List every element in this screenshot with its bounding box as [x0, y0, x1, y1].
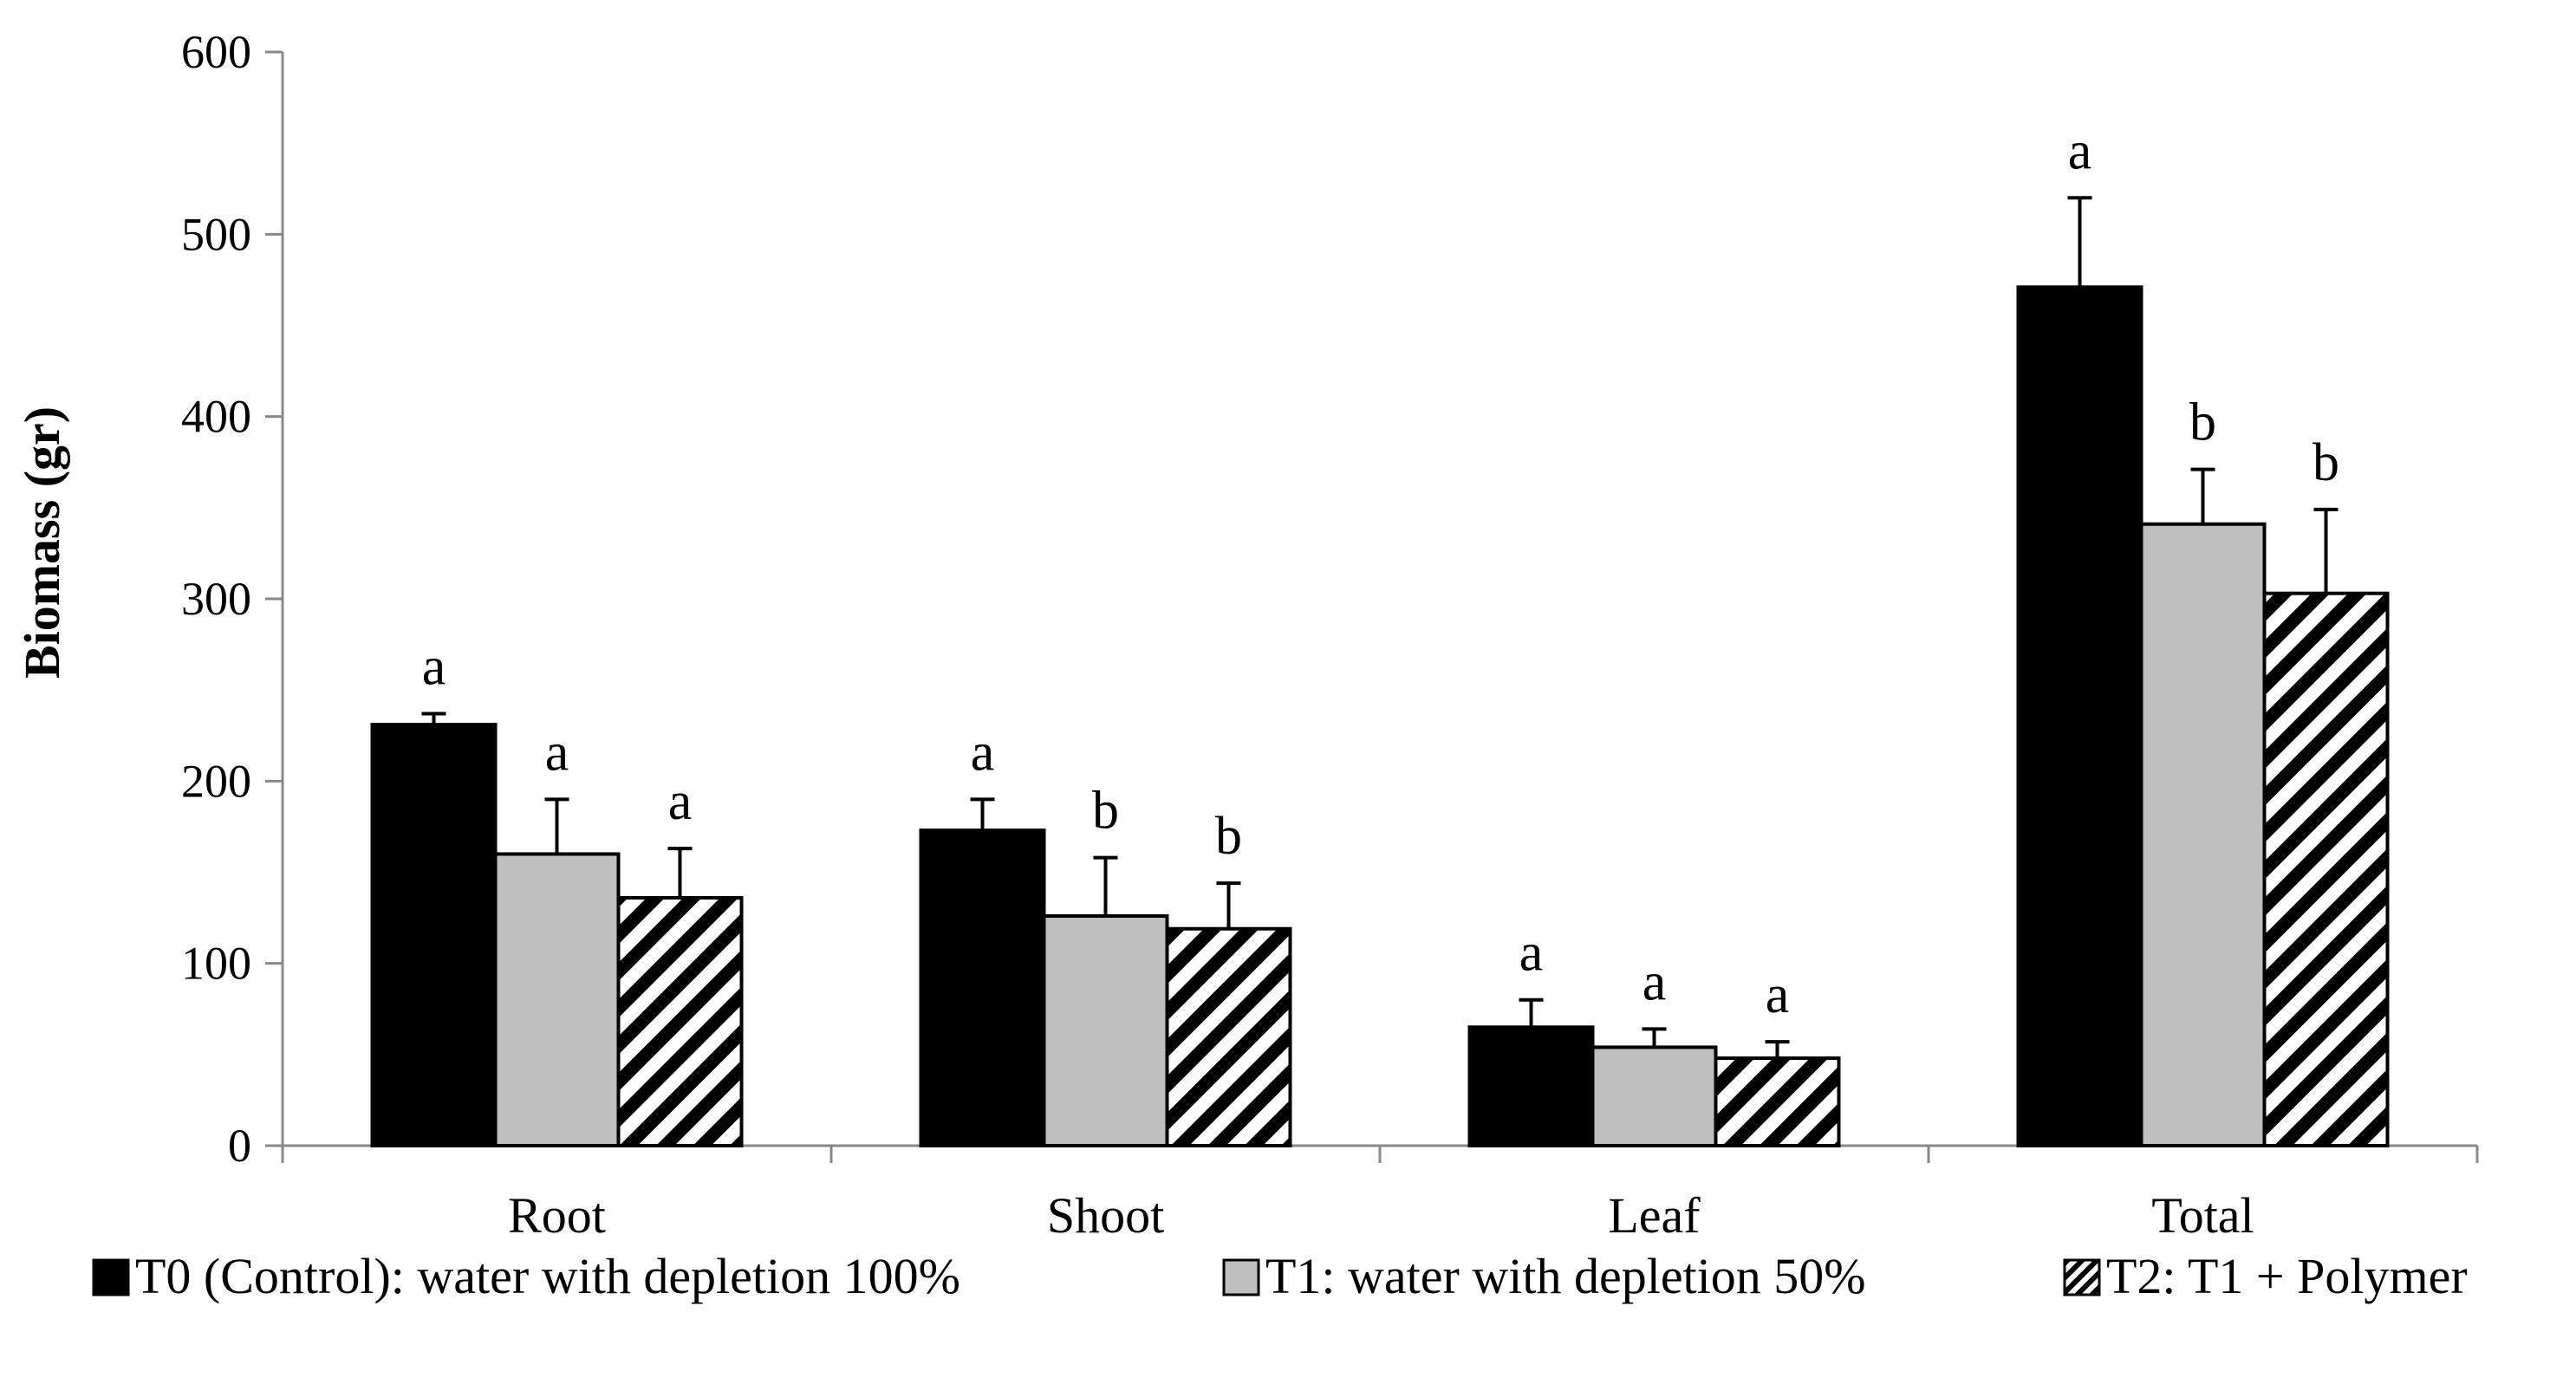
significance-letter: a [1519, 924, 1544, 983]
bar-leaf-s2 [1714, 1056, 1841, 1148]
legend-swatch-s0 [92, 1258, 130, 1296]
legend: T0 (Control): water with depletion 100% T… [92, 1248, 2468, 1304]
significance-letter: a [2068, 121, 2092, 180]
significance-letter: b [2189, 393, 2216, 452]
significance-letter: a [1766, 965, 1790, 1024]
x-tick-label-total: Total [2151, 1187, 2254, 1244]
legend-swatch-s1 [1222, 1258, 1260, 1296]
legend-label-s0: T0 (Control): water with depletion 100% [135, 1248, 960, 1304]
bar-root-s0 [370, 723, 498, 1147]
x-tick-label-leaf: Leaf [1608, 1187, 1701, 1244]
significance-letter: a [545, 723, 569, 782]
bars [370, 285, 2390, 1148]
significance-letter: a [668, 772, 693, 831]
legend-swatch-s2 [2063, 1258, 2101, 1296]
significance-letter: b [1215, 807, 1242, 866]
legend-label-s1: T1: water with depletion 50% [1265, 1248, 1866, 1304]
bar-shoot-s1 [1042, 913, 1169, 1147]
significance-letter: a [1643, 952, 1667, 1011]
significance-letters: a a a a b b a a a a b b [422, 121, 2339, 1024]
y-tick-label: 200 [181, 755, 251, 807]
bar-leaf-s0 [1467, 1025, 1595, 1147]
y-tick-label: 100 [181, 938, 251, 990]
x-tick-label-root: Root [508, 1187, 606, 1244]
bar-leaf-s1 [1590, 1045, 1718, 1148]
x-tick-labels: Root Shoot Leaf Total [508, 1187, 2254, 1244]
significance-letter: b [1092, 782, 1119, 841]
bar-total-s1 [2139, 522, 2267, 1147]
bar-root-s1 [493, 852, 621, 1147]
significance-letter: a [422, 638, 446, 697]
x-tick-label-shoot: Shoot [1047, 1187, 1164, 1244]
significance-letter: b [2313, 433, 2339, 492]
error-bars [421, 196, 2339, 1059]
axes: 0 100 200 300 400 500 600 [181, 26, 2479, 1172]
y-tick-label: 0 [228, 1120, 251, 1172]
y-tick-label: 500 [181, 208, 251, 260]
bar-shoot-s0 [919, 828, 1046, 1148]
y-tick-label: 600 [181, 26, 251, 78]
significance-letter: a [971, 723, 995, 782]
y-axis-label: Biomass (gr) [14, 406, 70, 679]
y-tick-label: 300 [181, 573, 251, 625]
legend-label-s2: T2: T1 + Polymer [2106, 1248, 2468, 1304]
y-tick-label: 400 [181, 391, 251, 443]
bar-total-s2 [2262, 591, 2390, 1147]
bar-total-s0 [2016, 285, 2143, 1147]
bar-root-s2 [616, 895, 744, 1147]
bar-shoot-s2 [1165, 926, 1292, 1148]
